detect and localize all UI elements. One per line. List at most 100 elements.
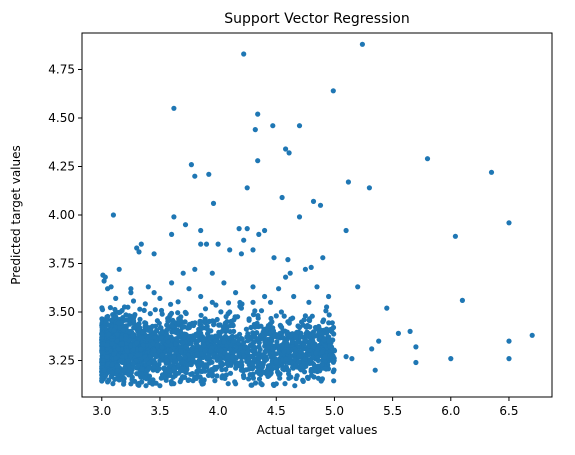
- data-point: [284, 342, 291, 348]
- data-point: [219, 328, 225, 334]
- data-point: [262, 331, 269, 338]
- data-point: [216, 322, 222, 328]
- data-point: [135, 322, 141, 328]
- data-point: [506, 220, 512, 226]
- data-point: [170, 374, 176, 380]
- data-point: [302, 337, 308, 343]
- data-point: [213, 302, 219, 308]
- data-point: [300, 377, 306, 383]
- data-point: [331, 348, 338, 354]
- data-point: [100, 357, 106, 363]
- data-point: [372, 367, 378, 373]
- data-point: [105, 313, 111, 320]
- data-point: [265, 344, 271, 350]
- data-point: [302, 313, 308, 319]
- data-point: [161, 373, 167, 379]
- data-point: [273, 381, 279, 387]
- data-point: [326, 293, 332, 300]
- data-point: [262, 339, 268, 345]
- data-point: [279, 342, 285, 348]
- data-point: [268, 315, 274, 322]
- data-point: [506, 356, 512, 362]
- data-point: [407, 328, 413, 334]
- data-point: [121, 381, 127, 387]
- data-point: [115, 346, 121, 352]
- data-point: [326, 338, 332, 344]
- data-point: [217, 357, 223, 363]
- data-point: [329, 329, 335, 335]
- data-point: [182, 354, 188, 360]
- data-point: [157, 295, 163, 301]
- data-point: [330, 88, 336, 94]
- data-point: [159, 344, 165, 351]
- data-point: [223, 366, 229, 372]
- data-point: [175, 310, 181, 316]
- data-point: [258, 308, 265, 314]
- data-point: [302, 266, 308, 272]
- data-point: [278, 330, 284, 336]
- data-point: [248, 324, 254, 331]
- data-point: [221, 339, 227, 345]
- data-point: [137, 316, 143, 322]
- data-point: [529, 332, 535, 338]
- data-point: [112, 306, 118, 313]
- data-point: [320, 255, 326, 261]
- data-point: [413, 359, 419, 366]
- data-point: [185, 362, 191, 368]
- data-point: [206, 319, 212, 325]
- data-point: [145, 284, 151, 290]
- data-point: [324, 330, 330, 336]
- data-point: [213, 338, 219, 344]
- data-point: [198, 319, 204, 325]
- data-point: [271, 255, 277, 261]
- data-point: [311, 374, 317, 380]
- data-point: [273, 313, 279, 319]
- data-point: [198, 227, 204, 234]
- data-point: [249, 361, 255, 367]
- data-point: [296, 359, 302, 365]
- x-tick-label: 6.5: [499, 404, 518, 418]
- data-point: [180, 270, 186, 276]
- data-point: [264, 356, 270, 362]
- data-point: [169, 280, 175, 286]
- data-point: [238, 367, 244, 373]
- data-point: [259, 382, 265, 388]
- data-point: [315, 346, 321, 352]
- data-point: [250, 330, 256, 336]
- data-point: [179, 324, 185, 330]
- data-point: [310, 198, 317, 204]
- data-point: [308, 368, 314, 375]
- data-point: [290, 315, 296, 321]
- data-point: [131, 318, 137, 324]
- data-point: [209, 299, 215, 305]
- data-point: [285, 257, 291, 263]
- data-point: [154, 342, 160, 348]
- data-point: [222, 375, 228, 381]
- data-point: [121, 367, 127, 373]
- x-axis: 3.0 3.5 4.0 4.5 5.0 5.5 6.0 6.5: [92, 397, 519, 418]
- data-point: [202, 348, 208, 354]
- data-point: [134, 340, 140, 346]
- data-point: [264, 367, 270, 374]
- y-tick-label: 3.75: [48, 257, 75, 271]
- data-point: [265, 323, 271, 329]
- data-point: [287, 270, 293, 276]
- data-point: [213, 333, 219, 339]
- data-point: [119, 341, 125, 347]
- data-point: [293, 375, 299, 382]
- data-point: [136, 371, 142, 377]
- data-point: [142, 301, 148, 307]
- data-point: [319, 349, 325, 355]
- data-point: [201, 377, 207, 383]
- data-point: [138, 346, 144, 352]
- data-point: [151, 251, 157, 257]
- data-point: [128, 290, 134, 296]
- data-point: [233, 381, 239, 387]
- x-tick-label: 3.5: [150, 404, 169, 418]
- data-point: [256, 340, 262, 346]
- data-point: [278, 309, 284, 315]
- data-point: [270, 346, 276, 352]
- data-point: [169, 231, 175, 237]
- data-point: [130, 360, 136, 366]
- data-point: [143, 320, 149, 326]
